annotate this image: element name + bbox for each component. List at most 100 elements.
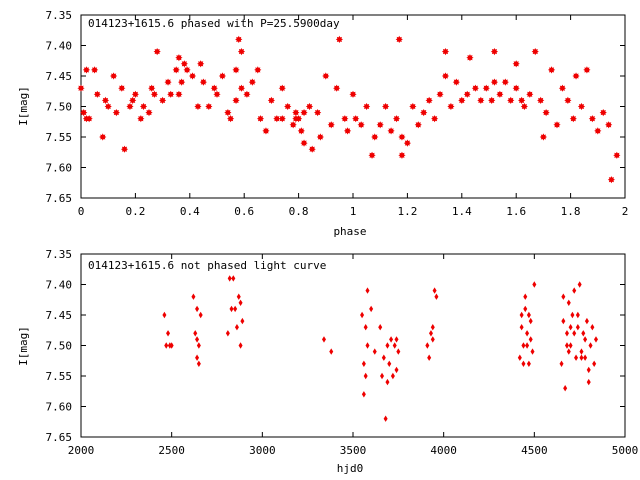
data-point: [387, 127, 395, 135]
data-point: [575, 324, 580, 331]
data-point: [561, 293, 566, 300]
data-point: [278, 115, 286, 123]
data-point: [110, 72, 118, 80]
data-point: [213, 90, 221, 98]
data-point: [588, 115, 596, 123]
data-point: [180, 60, 188, 68]
data-point: [378, 324, 383, 331]
x-tick-label: 0: [78, 205, 85, 218]
data-point: [490, 48, 499, 56]
data-point: [195, 305, 200, 313]
data-point: [240, 317, 245, 325]
data-point: [482, 84, 490, 92]
data-point: [452, 78, 460, 86]
x-tick-label: 0.2: [125, 205, 145, 218]
data-point: [365, 287, 370, 294]
x-tick-label: 5000: [612, 444, 639, 457]
data-point: [175, 90, 183, 98]
data-point: [584, 317, 589, 325]
data-point: [563, 385, 568, 392]
data-point: [284, 102, 292, 111]
data-point: [254, 66, 262, 74]
data-point: [490, 78, 499, 86]
data-point: [558, 84, 567, 92]
x-tick-label: 4000: [430, 444, 457, 457]
x-tick-label: 1.8: [561, 205, 581, 218]
data-point: [196, 360, 201, 367]
data-point: [592, 360, 597, 367]
data-point: [329, 348, 334, 355]
data-point: [526, 90, 534, 98]
data-point: [398, 133, 406, 141]
data-point: [396, 348, 401, 355]
data-point: [238, 299, 243, 306]
data-point: [352, 115, 360, 123]
data-point: [537, 96, 545, 104]
y-axis-label: I[mag]: [17, 86, 30, 126]
data-point: [542, 109, 550, 117]
data-point: [308, 145, 316, 153]
data-point: [431, 115, 439, 123]
data-point: [441, 48, 450, 56]
data-point: [262, 127, 270, 135]
data-point: [137, 115, 145, 123]
data-point: [166, 330, 171, 337]
data-point: [568, 342, 573, 349]
data-point: [525, 342, 530, 349]
data-point: [381, 354, 386, 361]
y-tick-label: 7.35: [46, 9, 73, 22]
data-point: [314, 109, 322, 117]
y-tick-label: 7.35: [46, 248, 73, 261]
data-point: [101, 96, 110, 104]
data-point: [193, 330, 198, 337]
data-point: [561, 317, 566, 325]
data-point: [159, 96, 167, 104]
data-point: [305, 102, 314, 111]
data-point: [564, 342, 569, 349]
data-point: [322, 72, 330, 80]
data-point: [466, 54, 474, 62]
data-point: [233, 305, 238, 313]
x-tick-label: 2500: [158, 444, 185, 457]
data-point: [292, 115, 300, 123]
data-point: [389, 336, 394, 343]
data-point: [234, 324, 239, 331]
data-point: [300, 109, 308, 117]
data-point: [91, 66, 99, 74]
data-point: [191, 293, 196, 300]
data-point: [420, 109, 428, 117]
data-point: [436, 90, 444, 98]
data-point: [148, 84, 156, 92]
data-point: [349, 90, 357, 98]
y-tick-label: 7.45: [46, 309, 73, 322]
x-tick-label: 0.8: [289, 205, 309, 218]
data-point: [581, 330, 586, 337]
data-point: [229, 305, 234, 313]
data-point: [153, 48, 161, 56]
y-tick-label: 7.65: [46, 431, 73, 444]
data-point: [237, 84, 246, 92]
data-point: [425, 96, 433, 104]
data-point: [297, 127, 305, 135]
data-point: [104, 102, 112, 111]
data-point: [501, 78, 509, 86]
data-point: [139, 102, 148, 111]
data-point: [528, 317, 533, 325]
data-point: [197, 60, 205, 68]
data-point: [333, 84, 341, 92]
data-point: [300, 139, 308, 147]
data-point: [205, 102, 213, 111]
data-point: [321, 336, 326, 343]
data-point: [523, 293, 528, 300]
data-point: [387, 360, 392, 367]
data-point: [488, 96, 496, 104]
data-point: [414, 121, 422, 129]
data-point: [447, 102, 455, 111]
data-point: [188, 72, 197, 80]
data-point: [363, 324, 368, 331]
data-point: [512, 60, 520, 68]
x-tick-label: 1: [350, 205, 357, 218]
data-point: [392, 115, 401, 123]
data-point: [559, 360, 564, 367]
